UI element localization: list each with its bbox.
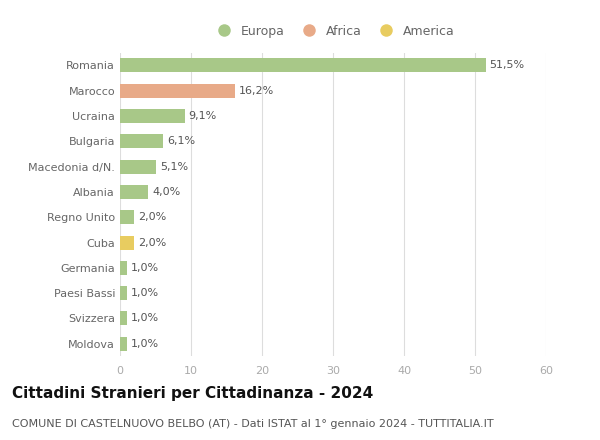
Text: 6,1%: 6,1% [167,136,195,147]
Legend: Europa, Africa, America: Europa, Africa, America [206,20,460,43]
Bar [120,337,127,351]
Bar [120,235,134,249]
Text: 16,2%: 16,2% [239,86,274,96]
Text: 1,0%: 1,0% [131,313,159,323]
Text: COMUNE DI CASTELNUOVO BELBO (AT) - Dati ISTAT al 1° gennaio 2024 - TUTTITALIA.IT: COMUNE DI CASTELNUOVO BELBO (AT) - Dati … [12,419,494,429]
Text: 9,1%: 9,1% [188,111,217,121]
Text: 51,5%: 51,5% [489,60,524,70]
Bar [120,59,485,73]
Text: 1,0%: 1,0% [131,288,159,298]
Text: 1,0%: 1,0% [131,263,159,273]
Text: 4,0%: 4,0% [152,187,180,197]
Bar [120,261,127,275]
Bar [120,160,156,174]
Text: 1,0%: 1,0% [131,339,159,349]
Bar [120,312,127,326]
Bar [120,210,134,224]
Bar [120,84,235,98]
Bar [120,109,185,123]
Bar [120,134,163,148]
Text: 5,1%: 5,1% [160,161,188,172]
Text: 2,0%: 2,0% [138,238,166,248]
Text: 2,0%: 2,0% [138,212,166,222]
Text: Cittadini Stranieri per Cittadinanza - 2024: Cittadini Stranieri per Cittadinanza - 2… [12,386,373,401]
Bar [120,286,127,300]
Bar [120,185,148,199]
